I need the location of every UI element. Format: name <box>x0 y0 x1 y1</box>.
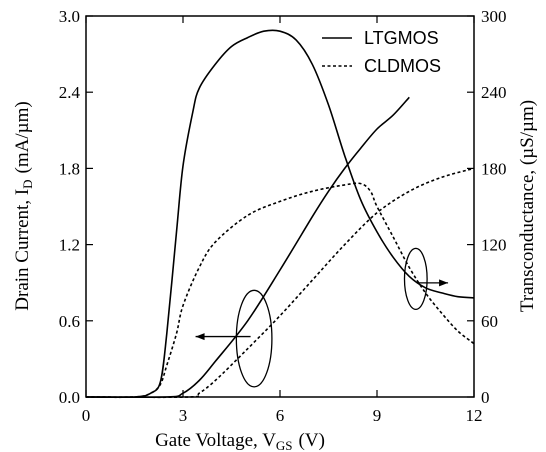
series-cldmos-transconductance-line <box>85 182 475 399</box>
y-right-tick-label-2: 120 <box>481 236 507 255</box>
annotation-ellipse-1 <box>403 247 428 311</box>
series-ltgmos-transconductance-line <box>85 29 475 399</box>
x-tick-label-1: 3 <box>179 406 188 425</box>
y-left-tick-label-1: 0.6 <box>59 312 80 331</box>
series-ltgmos-drain-current-line <box>85 96 410 399</box>
y-right-tick-label-3: 180 <box>481 159 507 178</box>
legend-label-cldmos: CLDMOS <box>364 56 441 76</box>
y-left-tick-label-5: 3.0 <box>59 7 80 26</box>
y-right-tick-label-0: 0 <box>481 388 490 407</box>
y-left-tick-label-4: 2.4 <box>59 83 81 102</box>
x-axis-label-unit: (V) <box>299 430 325 451</box>
x-tick-label-0: 0 <box>82 406 91 425</box>
x-tick-label-2: 6 <box>276 406 285 425</box>
y-left-tick-label-0: 0.0 <box>59 388 80 407</box>
x-tick-label-4: 12 <box>466 406 483 425</box>
annotation-arrowhead-0 <box>195 333 205 341</box>
legend-label-ltgmos: LTGMOS <box>364 28 439 48</box>
y-axis-left-label: Drain Current, ID (mA/µm) <box>12 101 35 310</box>
y-right-tick-label-5: 300 <box>481 7 507 26</box>
annotation-ellipse-0 <box>235 289 273 388</box>
annotation-arrowhead-1 <box>439 279 449 287</box>
y-axis-right-label: Transconductance, (µS/µm) <box>517 100 538 312</box>
y-left-tick-label-2: 1.2 <box>59 236 80 255</box>
x-axis-label: Gate Voltage, VGS (V) <box>155 430 325 452</box>
y-right-tick-label-1: 60 <box>481 312 498 331</box>
x-tick-label-3: 9 <box>373 406 382 425</box>
y-left-tick-label-3: 1.8 <box>59 159 80 178</box>
legend: LTGMOS CLDMOS <box>322 28 441 76</box>
x-axis-label-main: Gate Voltage, V <box>155 430 276 451</box>
y-axis-left-label-unit: (mA/µm) <box>12 101 33 173</box>
y-axis-left-label-sub: D <box>20 179 35 188</box>
x-axis-label-sub: GS <box>276 438 293 452</box>
series-cldmos-drain-current-line <box>85 167 475 399</box>
y-axis-left-label-main: Drain Current, I <box>12 189 33 311</box>
y-right-tick-label-4: 240 <box>481 83 507 102</box>
